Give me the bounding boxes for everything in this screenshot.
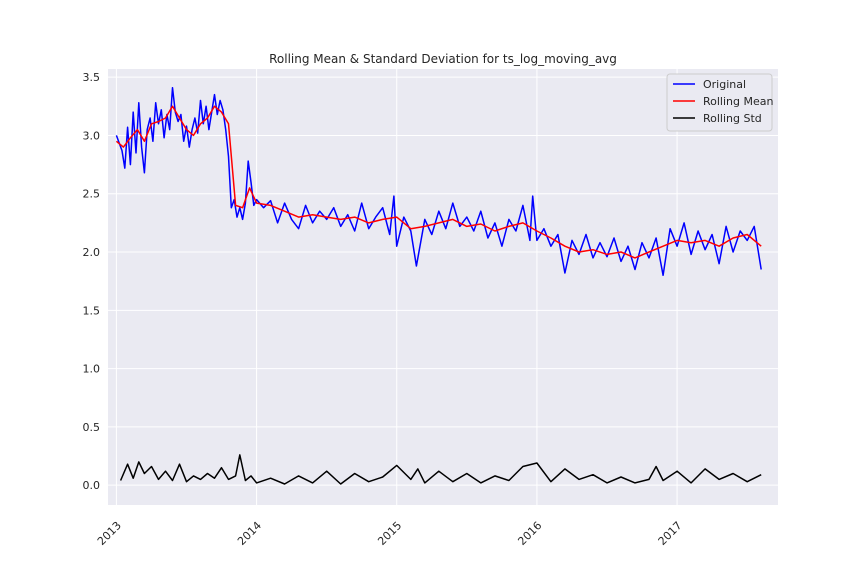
x-tick-label: 2017: [656, 519, 685, 548]
legend-box: [666, 73, 773, 132]
series-layer: [115, 86, 762, 485]
x-tick-label: 2015: [375, 519, 404, 548]
legend: Original Rolling Mean Rolling Std: [666, 73, 773, 132]
y-tick-label: 0.5: [83, 421, 101, 434]
x-tick-label: 2013: [95, 519, 124, 548]
x-tick-label: 2016: [515, 519, 544, 548]
legend-label: Original: [703, 78, 746, 91]
series-line-1: [115, 105, 762, 259]
y-tick-label: 3.5: [83, 71, 101, 84]
legend-label: Rolling Std: [703, 112, 762, 125]
y-tick-label: 1.0: [83, 363, 101, 376]
x-tick-label: 2014: [235, 519, 264, 548]
legend-label: Rolling Mean: [703, 95, 773, 108]
y-tick-label: 1.5: [83, 304, 101, 317]
plot-area: [108, 69, 778, 505]
series-line-0: [115, 86, 762, 277]
chart-title: Rolling Mean & Standard Deviation for ts…: [269, 52, 617, 66]
series-line-2: [119, 454, 762, 485]
y-tick-label: 3.0: [83, 129, 101, 142]
y-tick-label: 0.0: [83, 479, 101, 492]
y-tick-label: 2.5: [83, 188, 101, 201]
y-tick-label: 2.0: [83, 246, 101, 259]
